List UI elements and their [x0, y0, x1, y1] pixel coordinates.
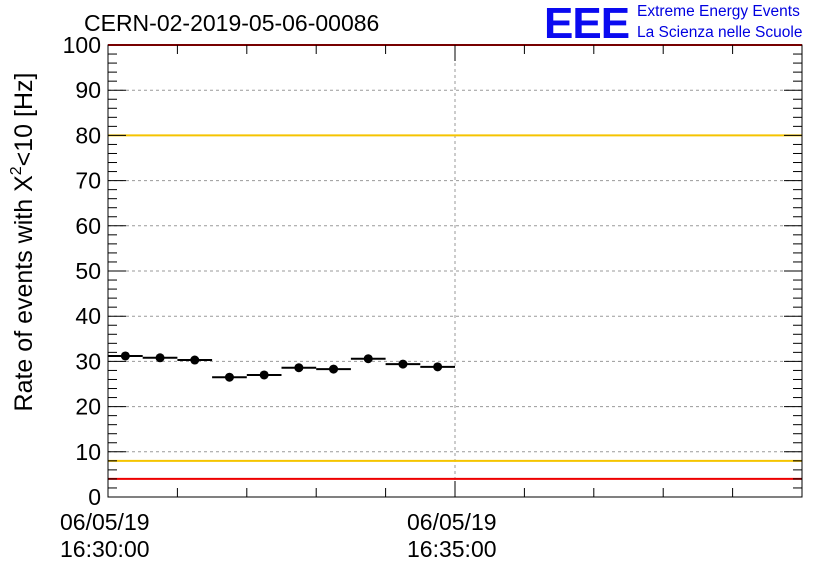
data-point-6 — [329, 364, 339, 374]
data-point-0 — [120, 351, 130, 361]
y-tick-label: 70 — [75, 168, 101, 194]
y-tick-label: 90 — [75, 77, 101, 103]
y-axis-label-sup: 2 — [8, 166, 25, 175]
logo-subtitle-1: Extreme Energy Events — [637, 3, 800, 20]
x-tick-label-time: 16:35:00 — [407, 536, 497, 562]
y-tick-label: 40 — [75, 303, 101, 329]
data-point-2 — [190, 355, 200, 365]
data-points — [108, 351, 455, 382]
data-point-8 — [398, 359, 408, 369]
y-axis-label-main: Rate of events with X — [10, 175, 38, 412]
data-point-1 — [155, 353, 165, 363]
y-tick-label: 80 — [75, 122, 101, 148]
y-tick-label: 30 — [75, 348, 101, 374]
x-tick-label-date: 06/05/19 — [407, 509, 497, 535]
x-tick-label-time: 16:30:00 — [60, 536, 150, 562]
eee-logo: EEE — [544, 0, 630, 48]
tick-labels: 010203040506070809010006/05/1916:30:0006… — [60, 32, 497, 562]
y-tick-label: 0 — [88, 484, 101, 510]
chart-title: CERN-02-2019-05-06-00086 — [84, 10, 380, 36]
axes — [107, 44, 803, 498]
data-point-4 — [259, 370, 269, 380]
grid-layer — [108, 45, 802, 497]
y-axis-label: Rate of events with X2<10 [Hz] — [8, 73, 38, 412]
data-point-5 — [294, 363, 304, 373]
logo-subtitle-2: La Scienza nelle Scuole — [637, 24, 803, 41]
y-tick-label: 50 — [75, 258, 101, 284]
y-tick-label: 20 — [75, 394, 101, 420]
data-point-9 — [433, 362, 443, 372]
y-axis-label-tail: <10 [Hz] — [10, 73, 38, 167]
y-tick-label: 100 — [63, 32, 101, 58]
y-tick-label: 10 — [75, 439, 101, 465]
y-tick-label: 60 — [75, 213, 101, 239]
data-point-3 — [224, 372, 234, 382]
data-point-7 — [363, 354, 373, 364]
x-tick-label-date: 06/05/19 — [60, 509, 150, 535]
